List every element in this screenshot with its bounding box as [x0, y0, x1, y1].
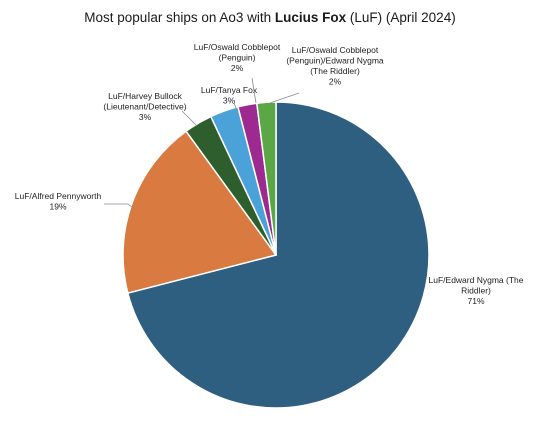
leader-line-5 — [251, 77, 257, 104]
slice-label-3: LuF/Harvey Bullock (Lieutenant/Detective)… — [103, 91, 186, 122]
slice-name-line: LuF/Harvey Bullock — [108, 91, 182, 101]
slice-value-label: 71% — [467, 296, 484, 306]
slice-label-2: LuF/Alfred Pennyworth 19% — [15, 191, 102, 212]
chart-title: Most popular ships on Ao3 with Lucius Fo… — [0, 10, 540, 25]
leader-line-2 — [104, 203, 135, 210]
slice-name-line: (Penguin)/Edward Nygma — [286, 56, 384, 66]
slice-value-label: 3% — [223, 96, 236, 106]
slice-value-label: 19% — [49, 202, 66, 212]
chart-title-bold: Lucius Fox — [274, 10, 347, 25]
slice-label-5: LuF/Oswald Cobblepot (Penguin) 2% — [194, 42, 281, 73]
leader-line-3 — [181, 110, 198, 127]
slice-label-6: LuF/Oswald Cobblepot (Penguin)/Edward Nyg… — [286, 45, 384, 87]
slice-label-4: LuF/Tanya Fox 3% — [201, 85, 258, 106]
slice-name-line: (The Riddler) — [310, 66, 360, 76]
leader-line-6 — [269, 92, 300, 104]
chart-title-prefix: Most popular ships on Ao3 with — [84, 10, 275, 25]
pie-slice-2 — [122, 130, 278, 294]
slice-name-line: (Lieutenant/Detective) — [103, 102, 186, 112]
leader-line-4 — [233, 102, 237, 109]
pie-slice-6 — [255, 101, 277, 256]
slice-value-label: 2% — [231, 63, 244, 73]
pie-slice-1 — [126, 101, 430, 409]
slice-name-line: LuF/Oswald Cobblepot — [292, 45, 379, 55]
slice-name-line: LuF/Tanya Fox — [201, 85, 258, 95]
slice-name-line: LuF/Oswald Cobblepot — [194, 42, 281, 52]
slice-name-line: Riddler) — [461, 286, 491, 296]
slice-name-line: LuF/Edward Nygma (The — [429, 275, 524, 285]
slice-label-1: LuF/Edward Nygma (The Riddler) 71% — [429, 275, 524, 306]
slice-value-label: 3% — [139, 112, 152, 122]
slice-name-line: LuF/Alfred Pennyworth — [15, 191, 102, 201]
slice-value-label: 2% — [329, 77, 342, 87]
slice-name-line: (Penguin) — [219, 53, 256, 63]
chart-title-suffix: (LuF) (April 2024) — [346, 10, 456, 25]
